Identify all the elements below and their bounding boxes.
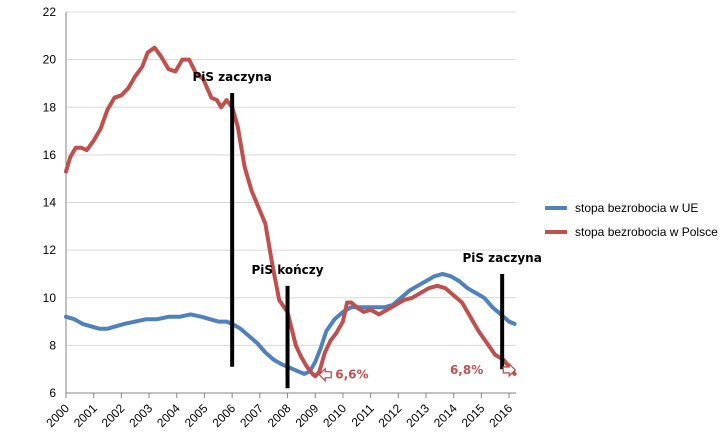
x-tick-label: 2016 [486,401,515,430]
x-tick-label: 2007 [237,401,266,430]
x-tick-label: 2001 [71,401,100,430]
x-tick-label: 2002 [99,401,128,430]
series-line-poland [64,45,517,379]
y-tick-label: 12 [43,243,57,257]
y-tick-label: 22 [43,5,57,19]
y-tick-label: 6 [49,386,56,400]
y-tick-label: 10 [43,291,57,305]
arrow-right-icon [502,362,517,378]
arrow-left-icon [318,367,332,383]
x-tick-label: 2005 [182,401,211,430]
y-tick-label: 8 [49,338,56,352]
y-tick-label: 14 [43,196,57,210]
value-label: 6,8% [450,363,483,377]
x-tick-label: 2006 [209,401,238,430]
x-tick-label: 2011 [349,401,377,429]
x-tick-label: 2012 [376,401,405,430]
x-tick-label: 2015 [459,401,488,430]
series-line-eu [64,271,517,376]
annotation-label: PiS kończy [251,263,323,277]
y-tick-label: 20 [43,53,57,67]
y-tick-label: 18 [43,100,57,114]
value-label: 6,6% [335,368,368,382]
x-tick-label: 2009 [293,401,322,430]
annotation-label: PiS zaczyna [462,251,541,265]
x-tick-label: 2014 [431,401,460,430]
x-tick-label: 2000 [43,401,72,430]
x-tick-label: 2003 [126,401,155,430]
x-tick-label: 2010 [320,401,349,430]
legend-item-label: stopa bezrobocia w Polsce [575,225,718,239]
x-tick-label: 2008 [265,401,294,430]
x-tick-label: 2004 [154,401,183,430]
annotation-label: PiS zaczyna [192,70,271,84]
legend-item-label: stopa bezrobocia w UE [575,201,698,215]
y-tick-label: 16 [43,148,57,162]
x-tick-label: 2013 [403,401,432,430]
